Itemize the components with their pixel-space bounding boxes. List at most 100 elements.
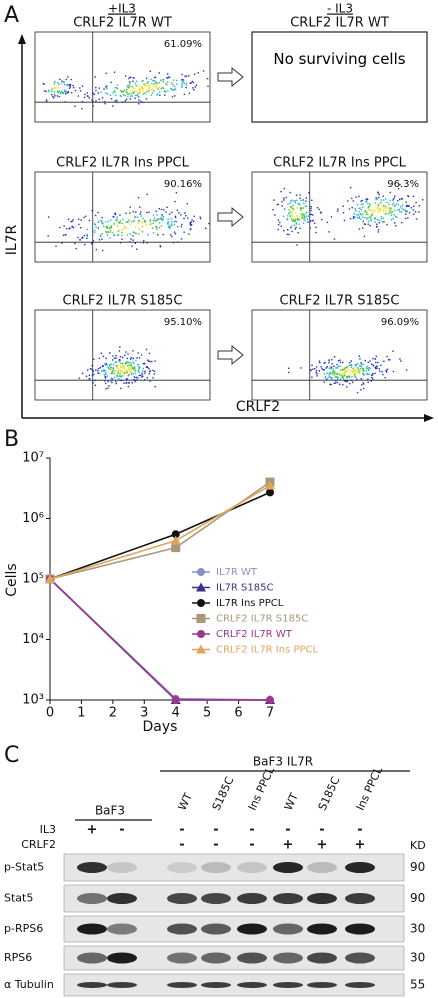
x-tick-label: 6 (234, 706, 242, 721)
event-dot (173, 88, 176, 90)
event-dot (162, 79, 164, 81)
event-dot (355, 363, 357, 366)
event-dot (375, 355, 377, 358)
event-dot (94, 379, 96, 382)
event-dot (106, 225, 108, 228)
event-dot (360, 200, 362, 202)
event-dot (370, 374, 373, 376)
event-dot (114, 100, 116, 102)
event-dot (88, 97, 91, 99)
event-dot (336, 378, 339, 380)
event-dot (129, 98, 132, 100)
event-dot (74, 242, 76, 245)
event-dot (341, 374, 343, 376)
event-dot (167, 226, 170, 228)
kd-value: 30 (410, 922, 425, 936)
event-dot (131, 367, 134, 369)
event-dot (337, 359, 340, 362)
event-dot (307, 215, 310, 217)
event-dot (100, 220, 103, 222)
event-dot (331, 363, 333, 365)
event-dot (330, 367, 332, 370)
event-dot (283, 199, 285, 201)
event-dot (120, 369, 122, 371)
event-dot (51, 88, 53, 90)
event-dot (81, 237, 83, 240)
event-dot (122, 228, 124, 230)
event-dot (139, 206, 141, 208)
event-dot (130, 369, 132, 371)
event-dot (126, 88, 128, 91)
event-dot (74, 105, 76, 107)
event-dot (382, 208, 385, 211)
event-dot (377, 206, 379, 208)
event-dot (141, 376, 143, 378)
blot-band (167, 923, 197, 935)
event-dot (118, 350, 121, 352)
event-dot (306, 211, 308, 213)
event-dot (390, 214, 393, 216)
event-dot (109, 368, 111, 371)
event-dot (373, 218, 376, 220)
event-dot (63, 89, 66, 91)
event-dot (176, 225, 179, 228)
event-dot (344, 368, 346, 370)
event-dot (386, 368, 389, 370)
event-dot (148, 90, 150, 92)
event-dot (304, 217, 306, 219)
event-dot (287, 229, 289, 231)
event-dot (362, 206, 364, 208)
event-dot (370, 219, 372, 222)
event-dot (277, 203, 279, 206)
event-dot (134, 82, 137, 85)
treatment-sign: - (179, 838, 184, 853)
event-dot (153, 80, 156, 82)
event-dot (288, 233, 290, 236)
event-dot (345, 366, 348, 369)
event-dot (331, 377, 333, 380)
event-dot (297, 231, 299, 234)
marker (197, 630, 205, 638)
event-dot (326, 372, 328, 374)
event-dot (140, 100, 142, 103)
event-dot (380, 202, 382, 204)
event-dot (168, 226, 171, 229)
event-dot (130, 365, 132, 367)
event-dot (112, 105, 114, 107)
event-dot (303, 215, 306, 217)
marker (170, 535, 181, 545)
event-dot (386, 201, 388, 204)
event-dot (330, 366, 332, 368)
event-dot (93, 223, 96, 225)
event-dot (183, 82, 185, 84)
event-dot (304, 213, 307, 215)
event-dot (98, 372, 100, 374)
event-dot (206, 77, 209, 80)
event-dot (106, 85, 108, 87)
event-dot (109, 364, 111, 366)
event-dot (339, 378, 342, 380)
event-dot (123, 365, 126, 367)
event-dot (150, 78, 152, 81)
event-dot (397, 204, 400, 206)
event-dot (407, 195, 409, 197)
event-dot (180, 225, 183, 228)
event-dot (130, 221, 133, 223)
event-dot (296, 207, 298, 209)
event-dot (103, 370, 106, 372)
event-dot (64, 84, 66, 86)
event-dot (405, 369, 408, 371)
event-dot (356, 214, 358, 216)
event-dot (345, 380, 347, 382)
event-dot (185, 84, 187, 86)
event-dot (394, 204, 396, 207)
event-dot (371, 376, 373, 379)
event-dot (67, 91, 70, 93)
event-dot (127, 368, 129, 370)
event-dot (137, 222, 140, 224)
event-dot (295, 194, 298, 196)
event-dot (290, 214, 292, 217)
event-dot (346, 376, 348, 379)
event-dot (341, 376, 343, 379)
event-dot (381, 206, 384, 208)
